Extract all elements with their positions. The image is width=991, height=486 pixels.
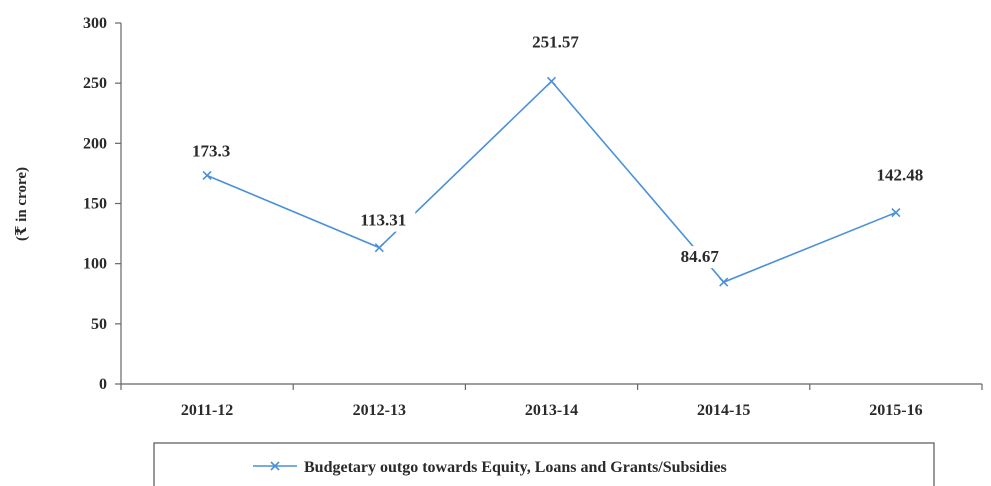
y-tick-label: 150 (83, 196, 107, 213)
y-axis-label: (₹ in crore) (14, 167, 30, 241)
data-point-marker (719, 277, 729, 287)
y-tick-label: 100 (83, 256, 107, 273)
data-label: 251.57 (532, 32, 579, 51)
data-point-marker (546, 76, 557, 86)
legend-label: Budgetary outgo towards Equity, Loans an… (304, 459, 727, 476)
series-line-group (206, 80, 897, 284)
y-tick-label: 0 (99, 376, 107, 393)
y-tick-label: 50 (91, 316, 107, 333)
axes (115, 22, 983, 390)
data-point-marker (374, 243, 384, 253)
legend-box (153, 442, 935, 486)
data-markers (202, 76, 901, 287)
data-label: 84.67 (681, 247, 720, 266)
x-tick-label: 2013-14 (525, 402, 578, 419)
data-label: 142.48 (877, 166, 924, 185)
data-labels: 173.3 113.31 251.57 84.67 142.48 (192, 32, 923, 266)
legend: Budgetary outgo towards Equity, Loans an… (153, 442, 935, 486)
y-tick-label: 250 (83, 75, 107, 92)
x-tick-labels: 2011-12 2012-13 2013-14 2014-15 2015-16 (181, 402, 923, 419)
data-point-marker (891, 207, 901, 218)
x-tick-label: 2012-13 (353, 402, 406, 419)
legend-marker-swatch (270, 461, 280, 471)
data-point-marker (202, 170, 212, 181)
y-tick-label: 200 (83, 135, 107, 152)
x-tick-label: 2014-15 (697, 402, 750, 419)
x-tick-label: 2011-12 (181, 402, 233, 419)
x-tick-label: 2015-16 (869, 402, 922, 419)
data-label: 173.3 (192, 141, 230, 160)
y-tick-label: 300 (83, 15, 107, 32)
y-tick-labels: 0 50 100 150 200 250 300 (83, 15, 107, 393)
series-line (206, 80, 897, 284)
data-label: 113.31 (360, 211, 406, 230)
